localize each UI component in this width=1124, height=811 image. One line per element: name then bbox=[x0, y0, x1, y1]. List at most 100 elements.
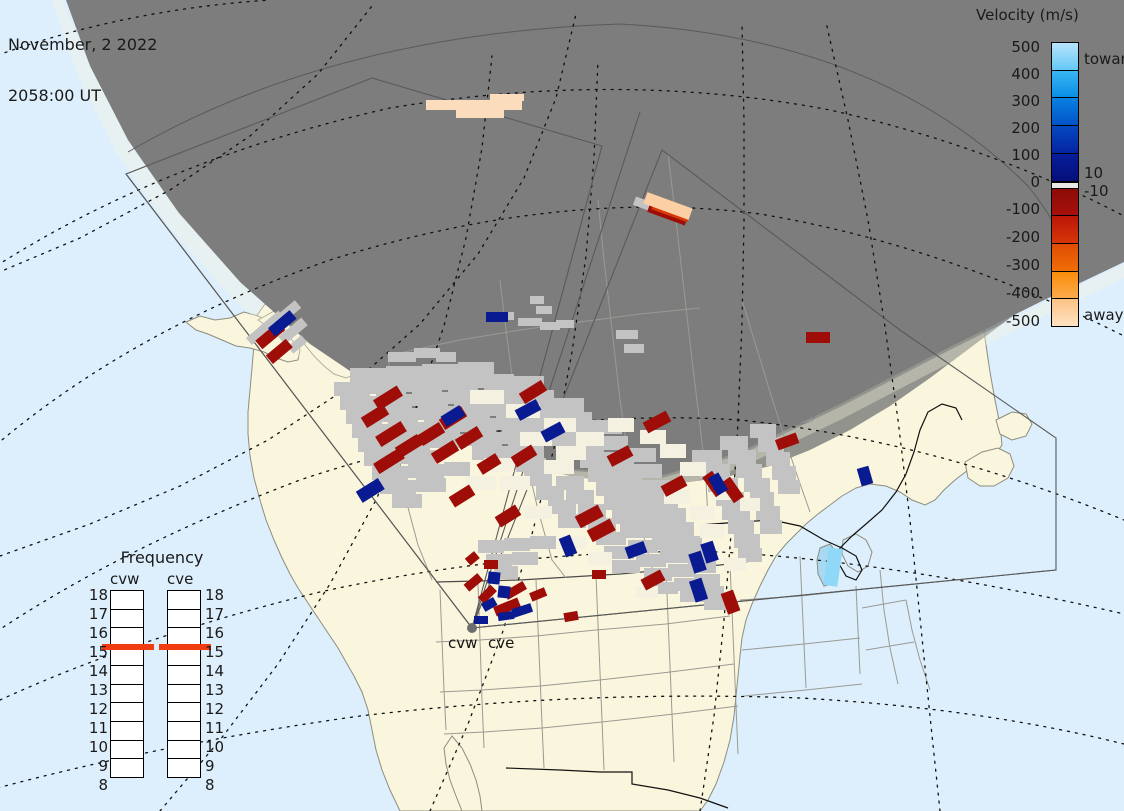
velocity-tick-400: 400 bbox=[1011, 65, 1040, 83]
velocity-toward-label: toward bbox=[1084, 50, 1124, 68]
frequency-cell-10 bbox=[111, 741, 143, 760]
velocity-band-m100-m200 bbox=[1052, 216, 1078, 244]
grid-meridian-4 bbox=[429, 59, 599, 811]
grid-meridian-6 bbox=[825, 21, 941, 811]
frequency-cell-17 bbox=[168, 610, 200, 629]
velocity-band-m300-m400 bbox=[1052, 271, 1078, 300]
freq-right-18: 18 bbox=[205, 586, 225, 604]
state-boundaries bbox=[435, 555, 931, 771]
velocity-band-100-10 bbox=[1052, 153, 1078, 182]
freq-right-17: 17 bbox=[205, 605, 225, 623]
freq-right-11: 11 bbox=[205, 719, 225, 737]
frequency-cell-15 bbox=[102, 644, 154, 666]
velocity-band-300-200 bbox=[1052, 98, 1078, 127]
frequency-cell-11 bbox=[111, 722, 143, 741]
freq-left-13: 13 bbox=[88, 681, 108, 699]
frequency-cell-17 bbox=[111, 610, 143, 629]
radar-site-label-cve: cve bbox=[488, 634, 515, 652]
border-us-canada-east bbox=[699, 403, 963, 581]
grid-latitude-1 bbox=[0, 0, 271, 56]
timestamp-block: November, 2 2022 2058:00 UT bbox=[8, 2, 157, 138]
frequency-cell-9 bbox=[168, 759, 200, 777]
velocity-tick-m500: -500 bbox=[1005, 312, 1040, 330]
velocity-legend-title: Velocity (m/s) bbox=[976, 6, 1079, 24]
landmass-baja bbox=[443, 735, 483, 811]
velocity-deadband-lower-label: -10 bbox=[1084, 182, 1109, 200]
frequency-cell-15 bbox=[159, 644, 211, 666]
frequency-column-header-cvw: cvw bbox=[110, 570, 140, 588]
freq-left-12: 12 bbox=[88, 700, 108, 718]
velocity-band-m400-m500 bbox=[1052, 299, 1078, 327]
frequency-cell-14 bbox=[111, 666, 143, 685]
velocity-tick-m100: -100 bbox=[1005, 200, 1040, 218]
frequency-cell-13 bbox=[168, 685, 200, 704]
frequency-legend-title: Frequency bbox=[120, 548, 204, 567]
radar-site-marker bbox=[467, 623, 477, 633]
velocity-tick-0: 0 bbox=[1030, 173, 1040, 191]
frequency-scale-right: 18 17 16 15 14 13 12 11 10 9 8 bbox=[205, 586, 225, 794]
landmass-newfoundland bbox=[995, 411, 1033, 441]
frequency-cell-13 bbox=[111, 685, 143, 704]
frequency-cell-12 bbox=[111, 703, 143, 722]
velocity-away-label: away bbox=[1084, 306, 1124, 324]
freq-left-10: 10 bbox=[88, 738, 108, 756]
velocity-tick-m200: -200 bbox=[1005, 228, 1040, 246]
velocity-tick-m300: -300 bbox=[1005, 256, 1040, 274]
frequency-cell-9 bbox=[111, 759, 143, 777]
border-us-mexico bbox=[505, 767, 729, 809]
grid-latitude-5 bbox=[0, 551, 1124, 701]
grid-meridian-2 bbox=[0, 13, 577, 557]
velocity-cells-toward bbox=[268, 310, 874, 624]
frequency-marker-cvw bbox=[102, 644, 154, 651]
frequency-column-cvw bbox=[102, 590, 154, 778]
freq-right-9: 9 bbox=[205, 757, 215, 775]
freq-right-8: 8 bbox=[205, 776, 215, 794]
terminator-twilight-band bbox=[52, 0, 1124, 492]
velocity-tick-300: 300 bbox=[1011, 92, 1040, 110]
frequency-cell-10 bbox=[168, 741, 200, 760]
frequency-cell-18 bbox=[111, 591, 143, 610]
grid-latitude-2 bbox=[0, 88, 1124, 265]
terminator-region bbox=[0, 0, 1124, 476]
radar-site-label-cvw: cvw bbox=[448, 634, 478, 652]
freq-right-13: 13 bbox=[205, 681, 225, 699]
velocity-tick-100: 100 bbox=[1011, 146, 1040, 164]
velocity-band-deadband bbox=[1052, 181, 1078, 189]
freq-left-11: 11 bbox=[88, 719, 108, 737]
terminator-arc-line bbox=[127, 23, 1073, 263]
velocity-tick-labels: 500 400 300 200 100 0 -100 -200 -300 -40… bbox=[976, 34, 1046, 334]
frequency-column-header-cve: cve bbox=[167, 570, 194, 588]
velocity-tick-500: 500 bbox=[1011, 38, 1040, 56]
velocity-band-m200-m300 bbox=[1052, 243, 1078, 272]
frequency-legend: Frequency cvw cve bbox=[88, 548, 236, 794]
frequency-marker-cve bbox=[159, 644, 211, 651]
velocity-band-500-400 bbox=[1052, 43, 1078, 71]
freq-left-9: 9 bbox=[98, 757, 108, 775]
velocity-colorbar bbox=[1051, 42, 1079, 327]
freq-left-17: 17 bbox=[88, 605, 108, 623]
freq-left-16: 16 bbox=[88, 624, 108, 642]
freq-right-16: 16 bbox=[205, 624, 225, 642]
freq-right-14: 14 bbox=[205, 662, 225, 680]
freq-left-8: 8 bbox=[98, 776, 108, 794]
freq-left-18: 18 bbox=[88, 586, 108, 604]
freq-right-10: 10 bbox=[205, 738, 225, 756]
velocity-tick-m400: -400 bbox=[1005, 284, 1040, 302]
grid-meridian-1 bbox=[0, 5, 373, 273]
fov-outlines bbox=[125, 77, 1057, 630]
velocity-tick-200: 200 bbox=[1011, 119, 1040, 137]
ground-scatter-cells bbox=[246, 196, 800, 610]
frequency-scale-left: 18 17 16 15 14 13 12 11 10 9 8 bbox=[88, 586, 108, 794]
velocity-band-200-100 bbox=[1052, 126, 1078, 154]
frequency-cell-12 bbox=[168, 703, 200, 722]
freq-right-12: 12 bbox=[205, 700, 225, 718]
velocity-band-m10-m100 bbox=[1052, 188, 1078, 217]
freq-right-15: 15 bbox=[205, 643, 225, 661]
fov-ray-cvw-edge bbox=[125, 173, 473, 629]
frequency-cell-18 bbox=[168, 591, 200, 610]
date-label: November, 2 2022 bbox=[8, 35, 158, 54]
velocity-legend: Velocity (m/s) 500 400 300 200 100 0 -10… bbox=[976, 4, 1124, 334]
velocity-deadband-upper-label: 10 bbox=[1084, 164, 1104, 182]
